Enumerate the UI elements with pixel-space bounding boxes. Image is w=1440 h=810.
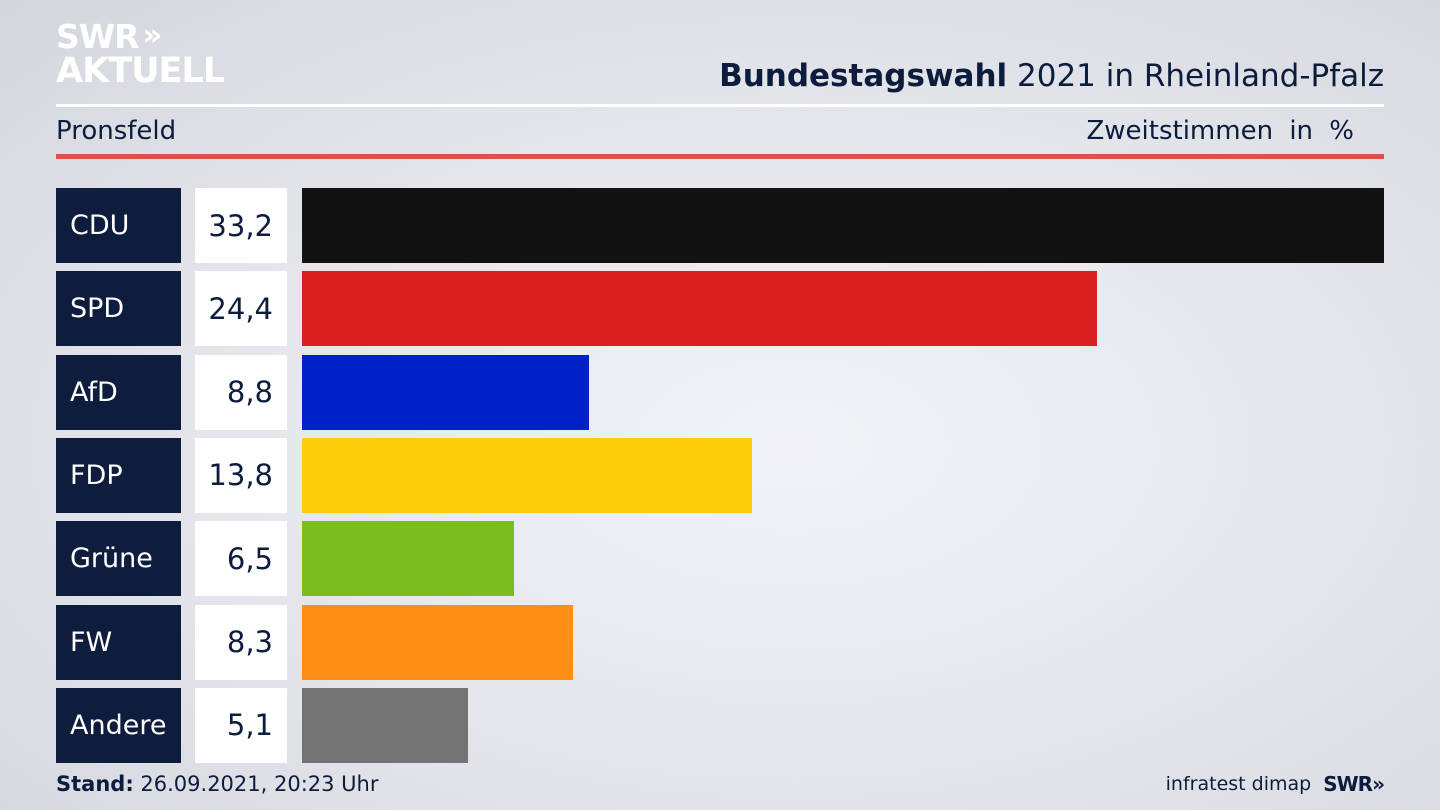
swr-aktuell-logo: SWR » AKTUELL: [56, 16, 225, 91]
party-label-spd: SPD: [56, 271, 181, 347]
party-label-cdu: CDU: [56, 188, 181, 263]
value-label-andere: 5,1: [195, 687, 287, 763]
logo-aktuell-text: AKTUELL: [56, 51, 225, 91]
party-label-andere: Andere: [56, 687, 181, 763]
bar-fdp: [302, 437, 752, 513]
unit-label: Zweitstimmen in %: [1086, 116, 1354, 146]
bar-afd: [302, 354, 589, 430]
bar-cdu: [302, 188, 1384, 263]
bar-gr-ne: [302, 521, 514, 597]
value-label-spd: 24,4: [195, 271, 287, 347]
chart-title-rest: 2021 in Rheinland-Pfalz: [1007, 58, 1384, 94]
swr-brand-logo: SWR»: [1323, 772, 1385, 796]
bar-spd: [302, 271, 1097, 347]
party-label-fw: FW: [56, 604, 181, 680]
chart-title: Bundestagswahl 2021 in Rheinland-Pfalz: [719, 58, 1384, 94]
value-label-gr-ne: 6,5: [195, 521, 287, 597]
timestamp-value: 26.09.2021, 20:23 Uhr: [133, 772, 379, 796]
timestamp-label: Stand:: [56, 772, 134, 796]
source-credit: infratest dimap SWR»: [1165, 772, 1385, 796]
location-label: Pronsfeld: [56, 116, 177, 146]
party-label-afd: AfD: [56, 354, 181, 430]
chart-title-bold: Bundestagswahl: [719, 58, 1008, 94]
value-label-fw: 8,3: [195, 604, 287, 680]
value-label-afd: 8,8: [195, 354, 287, 430]
bar-fw: [302, 604, 573, 680]
party-label-fdp: FDP: [56, 437, 181, 513]
value-label-fdp: 13,8: [195, 437, 287, 513]
logo-swr-text: SWR: [56, 16, 140, 56]
timestamp: Stand: 26.09.2021, 20:23 Uhr: [56, 772, 379, 796]
accent-divider: [56, 154, 1384, 159]
header-divider: [56, 104, 1384, 107]
bar-andere: [302, 687, 468, 763]
party-label-gr-ne: Grüne: [56, 521, 181, 597]
source-label: infratest dimap: [1165, 773, 1312, 795]
value-label-cdu: 33,2: [195, 188, 287, 263]
